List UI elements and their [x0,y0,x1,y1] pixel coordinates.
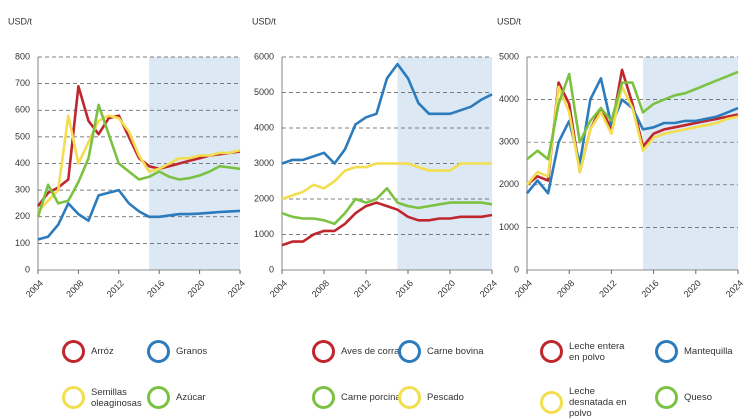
legend-swatch [398,340,421,363]
y-tick-label: 3000 [499,137,519,147]
series-line [36,103,241,218]
series-line [37,188,241,241]
legend-label: Mantequilla [684,346,733,357]
legend-swatch [62,340,85,363]
x-tick-label: 2012 [105,278,126,299]
legend-label: Pescado [427,392,464,403]
legend-item: Granos [147,340,242,363]
legend-item: Leche entera en polvo [540,340,635,363]
y-tick-label: 2000 [254,193,274,203]
x-tick-label: 2016 [394,278,415,299]
legend-swatch [655,340,678,363]
legend-item: Pescado [398,386,493,409]
legend-label: Granos [176,346,208,357]
y-tick-label: 0 [514,264,519,274]
x-tick-label: 2016 [639,278,660,299]
legend-swatch [62,386,85,409]
x-tick-label: 2008 [555,278,576,299]
legend-swatch [540,391,563,414]
y-tick-label: 5000 [254,87,274,97]
legend-swatch [312,386,335,409]
y-tick-label: 2000 [499,179,519,189]
y-tick-label: 100 [15,238,30,248]
legend-label: Carne porcina [341,392,401,403]
y-tick-label: 0 [269,264,274,274]
y-tick-label: 3000 [254,158,274,168]
series-line [526,70,739,161]
legend-swatch [655,386,678,409]
legend-item: Carne porcina [312,386,407,409]
y-tick-label: 200 [15,211,30,221]
x-tick-label: 2020 [185,278,206,299]
y-tick-label: 400 [15,158,30,168]
legend-item: Mantequilla [655,340,744,363]
legend-item: Arróz [62,340,157,363]
legend-label: Arróz [91,346,114,357]
legend-label: Leche entera en polvo [569,340,625,363]
series-line [37,114,241,213]
y-tick-label: 6000 [254,51,274,61]
series-line [281,187,493,226]
legend-item: Azúcar [147,386,242,409]
legend-item: Queso [655,386,744,409]
series-line [281,162,492,201]
x-tick-label: 2020 [436,278,457,299]
legend-swatch [312,340,335,363]
x-tick-label: 2024 [724,278,744,299]
series-line [526,68,739,186]
y-axis-label: USD/t [8,16,33,26]
y-tick-label: 4000 [499,94,519,104]
legend-swatch [147,386,170,409]
projection-shade [643,57,738,270]
legend-item: Semillas oleaginosas [62,386,157,409]
legend-label: Semillas oleaginosas [91,386,142,409]
y-tick-label: 500 [15,131,30,141]
x-tick-label: 2016 [145,278,166,299]
y-tick-label: 1000 [254,229,274,239]
y-tick-label: 700 [15,78,30,88]
legend-label: Queso [684,392,712,403]
x-tick-label: 2004 [268,278,289,299]
legend-swatch [398,386,421,409]
legend-item: Aves de corral [312,340,407,363]
y-axis-label: USD/t [252,16,277,26]
legend-label: Carne bovina [427,346,484,357]
legend-label: Aves de corral [341,346,402,357]
y-tick-label: 300 [15,185,30,195]
y-tick-label: 5000 [499,51,519,61]
legend-item: Leche desnatada en polvo [540,386,635,419]
x-tick-label: 2012 [597,278,618,299]
y-tick-label: 4000 [254,122,274,132]
series-line [281,62,493,165]
x-tick-label: 2024 [478,278,499,299]
x-tick-label: 2004 [513,278,534,299]
y-tick-label: 1000 [499,222,519,232]
y-tick-label: 600 [15,105,30,115]
x-tick-label: 2020 [682,278,703,299]
y-tick-label: 0 [25,264,30,274]
legend-item: Carne bovina [398,340,493,363]
y-tick-label: 800 [15,51,30,61]
legend-label: Leche desnatada en polvo [569,386,627,419]
y-axis-label: USD/t [497,16,522,26]
legend-swatch [147,340,170,363]
series-line [281,201,493,247]
x-tick-label: 2008 [64,278,85,299]
x-tick-label: 2004 [24,278,45,299]
legend-swatch [540,340,563,363]
x-tick-label: 2012 [352,278,373,299]
x-tick-label: 2024 [226,278,247,299]
legend-label: Azúcar [176,392,206,403]
x-tick-label: 2008 [310,278,331,299]
